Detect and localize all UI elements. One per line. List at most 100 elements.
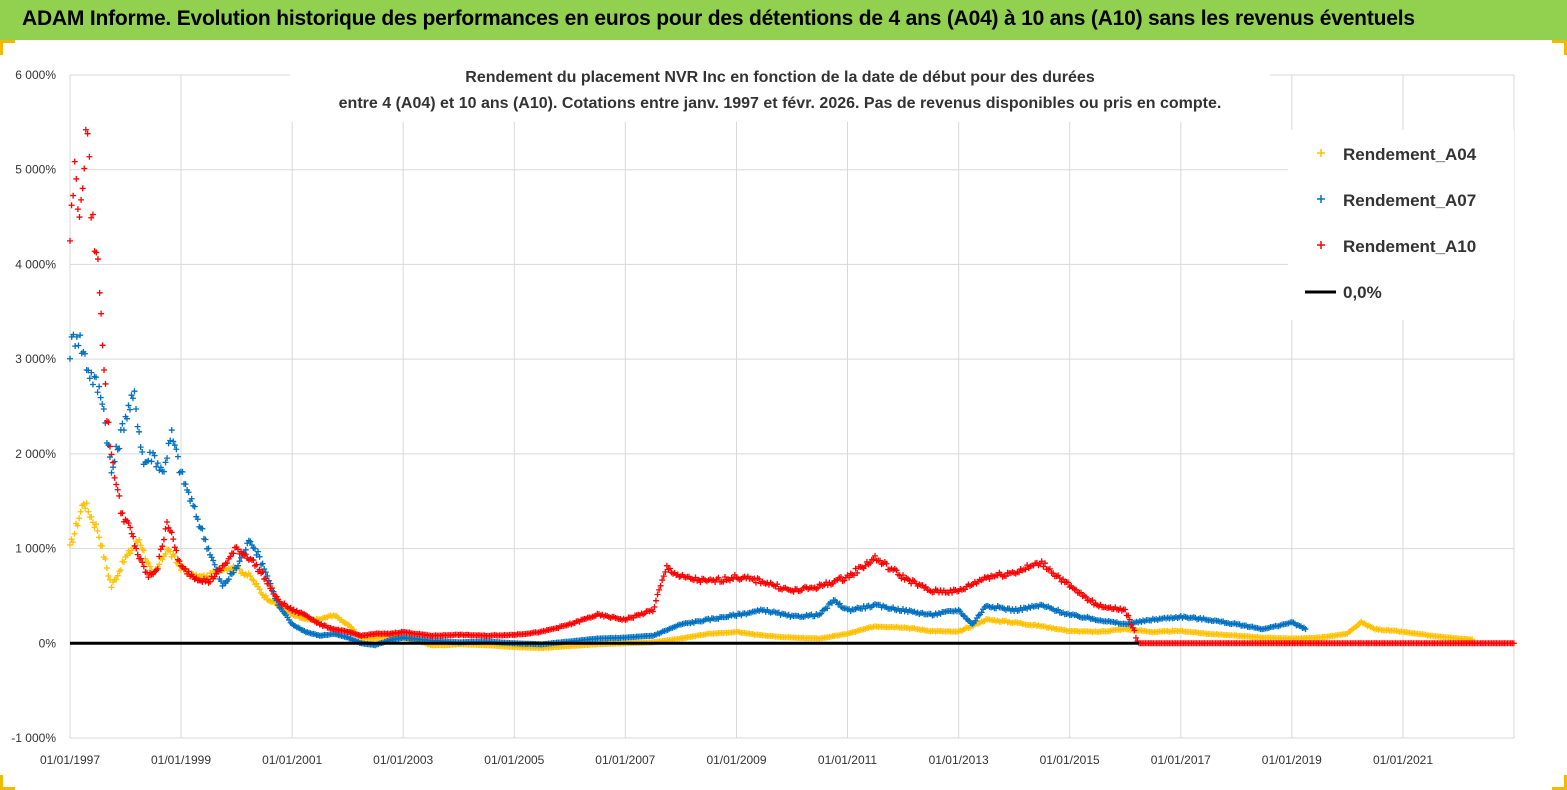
series-marker [80, 500, 87, 507]
series-marker [663, 562, 670, 569]
series-marker [756, 576, 763, 583]
series-marker [1078, 589, 1084, 596]
series-marker [78, 196, 85, 203]
legend-label: 0,0% [1343, 283, 1382, 302]
series-marker [654, 591, 661, 598]
series-marker [1125, 612, 1132, 619]
series-marker [666, 565, 673, 572]
series-marker [113, 443, 120, 450]
series-marker [259, 569, 266, 576]
series-marker [79, 185, 86, 192]
corner-mark-bottom-left [0, 775, 15, 790]
series-marker [1089, 597, 1096, 604]
series-marker [86, 153, 93, 160]
series-marker [203, 576, 210, 583]
series-marker [652, 597, 659, 604]
series-marker [77, 508, 84, 515]
series-marker [170, 536, 177, 543]
series-marker [91, 524, 98, 531]
series-marker [1128, 621, 1135, 628]
series-marker [85, 367, 92, 374]
series-marker [235, 562, 242, 569]
series-marker [120, 558, 127, 565]
series-marker [99, 401, 106, 408]
series-marker [100, 406, 107, 413]
series-marker [179, 468, 186, 475]
series-Rendement_A07 [67, 331, 1309, 649]
series-marker [1131, 627, 1138, 634]
series-marker [134, 423, 141, 430]
series-marker [94, 389, 101, 396]
series-marker [108, 451, 115, 458]
series-marker [71, 530, 78, 537]
series-marker [1065, 579, 1072, 586]
series-marker [105, 419, 112, 426]
series-marker [82, 126, 89, 133]
series-marker [1040, 563, 1047, 570]
series-marker [850, 572, 857, 579]
series-marker [92, 521, 99, 528]
series-marker [191, 503, 198, 510]
series-marker [1122, 606, 1129, 613]
series-marker [202, 536, 209, 543]
series-marker [171, 552, 178, 559]
series-marker [262, 592, 269, 599]
series-marker [253, 561, 260, 568]
series-marker [854, 569, 861, 576]
series-marker [167, 548, 174, 555]
series-marker [77, 332, 84, 339]
series-marker [1050, 570, 1057, 577]
series-marker [162, 550, 169, 557]
series-marker [1002, 573, 1009, 580]
series-marker [130, 533, 137, 540]
series-marker [113, 576, 120, 583]
series-marker [259, 560, 266, 567]
series-marker [900, 572, 907, 579]
series-marker [67, 355, 73, 362]
corner-mark-top-right [1552, 40, 1567, 55]
series-marker [89, 519, 96, 526]
series-marker [145, 457, 152, 464]
series-marker [1016, 569, 1023, 576]
series-marker [814, 584, 821, 591]
series-marker [253, 551, 260, 558]
series-marker [145, 574, 152, 581]
corner-mark-bottom-right [1552, 775, 1567, 790]
series-marker [185, 489, 192, 496]
series-marker [876, 557, 883, 564]
x-tick-label: 01/01/2011 [818, 753, 877, 767]
series-marker [185, 568, 192, 575]
series-marker [173, 446, 180, 453]
series-marker [174, 453, 181, 460]
series-marker [126, 406, 133, 413]
y-tick-label: 3 000% [15, 352, 56, 366]
series-marker [81, 165, 88, 172]
series-marker [88, 514, 95, 521]
series-marker [88, 214, 95, 221]
series-marker [213, 570, 220, 577]
series-marker [265, 580, 272, 587]
series-marker [137, 542, 144, 549]
chart-title-box: Rendement du placement NVR Inc en foncti… [290, 62, 1270, 122]
y-tick-label: 1 000% [15, 542, 56, 556]
series-marker [81, 350, 88, 357]
series-marker [752, 579, 759, 586]
series-marker [129, 395, 136, 402]
series-marker [697, 579, 704, 586]
series-marker [125, 402, 132, 409]
legend-background [1288, 130, 1514, 320]
series-marker [124, 552, 131, 559]
y-tick-label: 2 000% [15, 447, 56, 461]
series-marker [116, 445, 123, 452]
series-marker [173, 547, 180, 554]
series-marker [94, 256, 101, 263]
series-marker [774, 581, 781, 588]
series-marker [103, 565, 110, 572]
series-marker [224, 559, 231, 566]
x-tick-label: 01/01/2017 [1151, 753, 1211, 767]
series-marker [978, 609, 985, 616]
x-tick-label: 01/01/2009 [706, 753, 766, 767]
series-marker [136, 428, 143, 435]
chart-legend[interactable]: Rendement_A04 Rendement_A07 Rendement_A10 0… [1288, 130, 1514, 320]
chart-title-line-2: entre 4 (A04) et 10 ans (A10). Cotations… [339, 95, 1222, 112]
